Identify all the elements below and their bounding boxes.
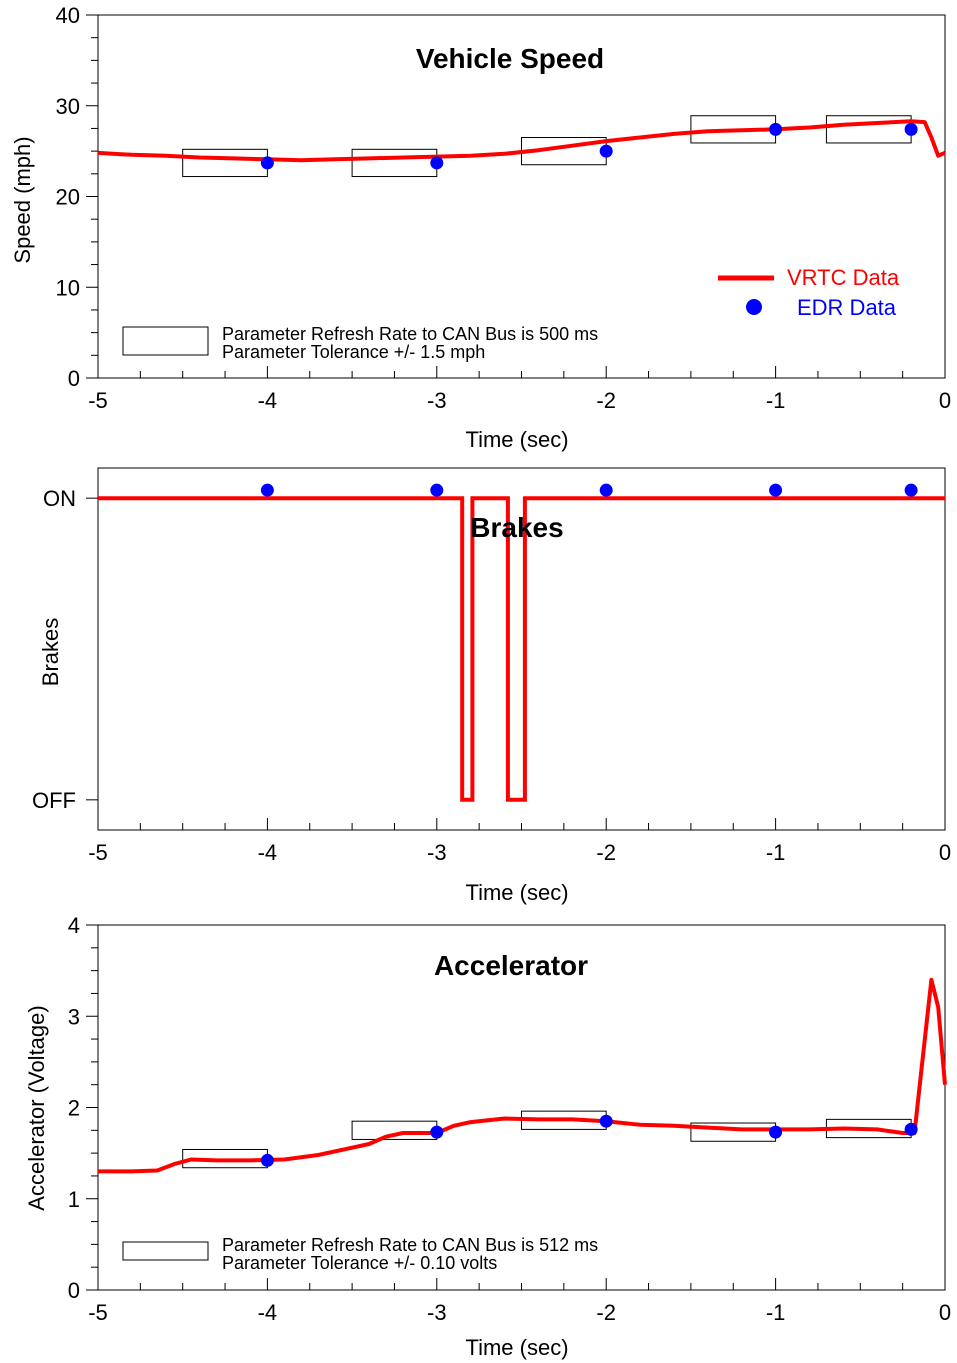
x-tick-label: 0: [939, 840, 951, 865]
x-axis-label: Time (sec): [465, 880, 568, 905]
y-tick-label: ON: [43, 486, 76, 511]
edr-point: [599, 144, 613, 158]
note-line-2: Parameter Tolerance +/- 0.10 volts: [222, 1253, 497, 1273]
tolerance-box: [825, 115, 912, 144]
x-tick-label: -5: [88, 840, 108, 865]
x-tick-label: -2: [596, 388, 616, 413]
y-tick-label: 3: [68, 1004, 80, 1029]
edr-point: [769, 122, 783, 136]
chart-title: Accelerator: [434, 950, 588, 981]
edr-point: [904, 483, 918, 497]
edr-point: [260, 1153, 274, 1167]
y-tick-label: 30: [56, 94, 80, 119]
legend-edr-label: EDR Data: [797, 295, 897, 320]
x-ticks: -5 -4 -3 -2 -1 0: [88, 818, 951, 865]
legend-vrtc-label: VRTC Data: [787, 265, 900, 290]
edr-point: [430, 156, 444, 170]
chart-title: Vehicle Speed: [416, 43, 604, 74]
note-line-1: Parameter Refresh Rate to CAN Bus is 500…: [222, 324, 598, 344]
x-tick-label: -1: [766, 388, 786, 413]
panel-accelerator: -5 -4 -3 -2 -1 0 0 1 2 3 4 Accelerator Time (sec)…: [24, 913, 951, 1360]
x-axis-label: Time (sec): [465, 1335, 568, 1360]
x-tick-label: -4: [258, 1300, 278, 1325]
x-tick-label: -2: [596, 1300, 616, 1325]
y-tick-label: OFF: [32, 788, 76, 813]
x-tick-label: -1: [766, 1300, 786, 1325]
edr-point: [769, 483, 783, 497]
y-ticks: OFF ON: [32, 486, 98, 813]
x-ticks: -5 -4 -3 -2 -1 0: [88, 1278, 951, 1325]
y-ticks: 0 10 20 30 40: [56, 3, 98, 391]
y-tick-label: 40: [56, 3, 80, 28]
legend-dot-symbol: [746, 299, 762, 315]
note-line-2: Parameter Tolerance +/- 1.5 mph: [222, 342, 485, 362]
x-tick-label: -1: [766, 840, 786, 865]
panel-vehicle-speed: -5 -4 -3 -2 -1 0 0 10 20 30 40 Vehicle Speed Time…: [10, 3, 951, 452]
x-tick-label: -3: [427, 1300, 447, 1325]
x-tick-label: -5: [88, 1300, 108, 1325]
edr-point: [260, 156, 274, 170]
tolerance-box: [182, 148, 268, 178]
vrtc-speed-line: [97, 119, 946, 163]
vrtc-accelerator-line: [98, 977, 947, 1174]
x-tick-label: -3: [427, 388, 447, 413]
y-tick-label: 0: [68, 1278, 80, 1303]
x-tick-label: -4: [258, 840, 278, 865]
note-box-symbol: [122, 326, 209, 356]
y-tick-label: 2: [68, 1096, 80, 1121]
y-tick-label: 20: [56, 185, 80, 210]
edr-accelerator-points: [260, 1114, 918, 1167]
y-axis-label: Brakes: [38, 618, 63, 686]
edr-point: [904, 1122, 918, 1136]
y-axis-label: Speed (mph): [10, 136, 35, 263]
edr-point: [904, 122, 918, 136]
tolerance-box: [351, 148, 438, 178]
y-axis-label: Accelerator (Voltage): [24, 1005, 49, 1210]
edr-point: [430, 1125, 444, 1139]
vrtc-brakes-line: [98, 496, 945, 802]
tolerance-boxes: [182, 115, 912, 178]
edr-point: [599, 483, 613, 497]
panel-brakes: -5 -4 -3 -2 -1 0 OFF ON Brakes Time (sec) Brak…: [32, 467, 951, 905]
note-box-symbol: [122, 1241, 209, 1261]
chart-title: Brakes: [470, 512, 563, 543]
edr-point: [769, 1125, 783, 1139]
edr-brakes-points: [260, 483, 918, 497]
y-ticks: 0 1 2 3 4: [68, 913, 98, 1303]
x-tick-label: -5: [88, 388, 108, 413]
x-tick-label: -2: [596, 840, 616, 865]
x-axis-label: Time (sec): [465, 427, 568, 452]
edr-point: [599, 1114, 613, 1128]
edr-point: [260, 483, 274, 497]
y-tick-label: 10: [56, 275, 80, 300]
x-tick-label: 0: [939, 388, 951, 413]
edr-speed-points: [260, 122, 918, 170]
x-ticks: -5 -4 -3 -2 -1 0: [88, 366, 951, 413]
x-tick-label: -3: [427, 840, 447, 865]
y-tick-label: 1: [68, 1187, 80, 1212]
y-tick-label: 4: [68, 913, 80, 938]
edr-point: [430, 483, 444, 497]
note-line-1: Parameter Refresh Rate to CAN Bus is 512…: [222, 1235, 598, 1255]
y-tick-label: 0: [68, 366, 80, 391]
x-tick-label: -4: [258, 388, 278, 413]
x-tick-label: 0: [939, 1300, 951, 1325]
